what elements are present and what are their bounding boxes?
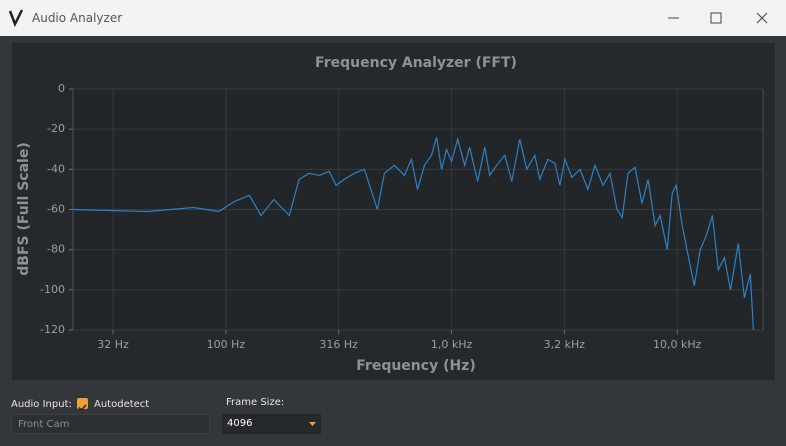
input-field[interactable]: Front Cam bbox=[11, 414, 210, 434]
autodetect-label[interactable]: Autodetect bbox=[94, 399, 150, 410]
x-axis-label: Frequency (Hz) bbox=[356, 358, 475, 374]
chart-title: Frequency Analyzer (FFT) bbox=[315, 55, 517, 71]
y-tick-label: -120 bbox=[40, 323, 65, 336]
x-tick-label: 32 Hz bbox=[97, 338, 129, 351]
y-tick-label: -80 bbox=[47, 243, 65, 256]
frame-size-dropdown[interactable]: 4096 bbox=[222, 414, 321, 434]
x-tick-label: 1,0 kHz bbox=[431, 338, 473, 351]
y-tick-label: -60 bbox=[47, 203, 65, 216]
window-buttons[interactable] bbox=[660, 8, 780, 28]
x-tick-label: 316 Hz bbox=[319, 338, 358, 351]
x-tick-label: 100 Hz bbox=[207, 338, 246, 351]
frame-size-value: 4096 bbox=[227, 418, 253, 429]
y-tick-label: 0 bbox=[58, 82, 65, 95]
title-bar: Audio Analyzer bbox=[0, 0, 786, 36]
frame-size-label: Frame Size: bbox=[226, 397, 285, 408]
app-icon bbox=[8, 9, 24, 27]
y-tick-label: -20 bbox=[47, 122, 65, 135]
x-tick-label: 3,2 kHz bbox=[544, 338, 586, 351]
y-tick-label: -100 bbox=[40, 283, 65, 296]
audio-input-label: Audio Input: bbox=[11, 399, 72, 410]
autodetect-checkbox[interactable] bbox=[77, 398, 88, 412]
y-tick-label: -40 bbox=[47, 162, 65, 175]
y-axis-label: dBFS (Full Scale) bbox=[16, 142, 32, 275]
input-value: Front Cam bbox=[18, 419, 70, 430]
x-tick-label: 10,0 kHz bbox=[653, 338, 702, 351]
window-title: Audio Analyzer bbox=[32, 11, 123, 25]
fft-line bbox=[72, 136, 754, 331]
chart: Frequency Analyzer (FFT) Frequency (Hz) … bbox=[12, 43, 775, 380]
